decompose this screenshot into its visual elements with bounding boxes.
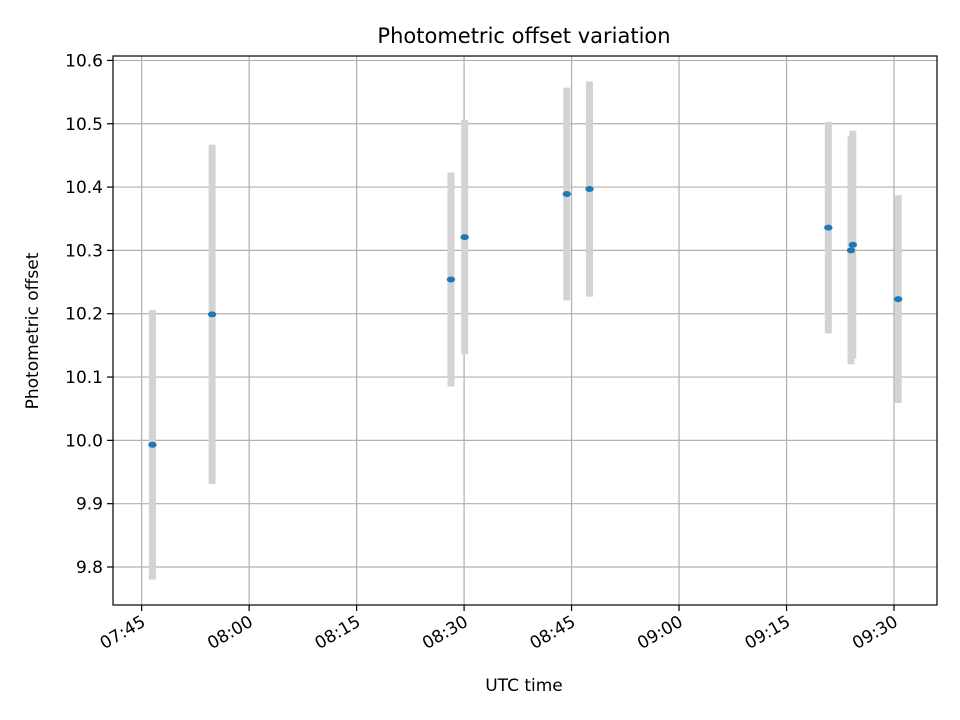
y-tick-label: 10.0 <box>65 431 103 451</box>
chart-title: Photometric offset variation <box>377 24 670 48</box>
y-tick-label: 10.4 <box>65 178 103 198</box>
y-tick-label: 10.5 <box>65 115 103 135</box>
grid <box>113 56 937 605</box>
y-tick-label: 10.2 <box>65 305 103 325</box>
y-tick-label: 10.1 <box>65 368 103 388</box>
data-point <box>846 247 856 254</box>
plot-frame <box>112 55 938 606</box>
data-point <box>446 276 456 283</box>
data-point <box>460 234 469 241</box>
y-tick-label: 9.9 <box>76 495 103 515</box>
data-point <box>562 191 571 198</box>
y-axis-label: Photometric offset <box>23 252 43 409</box>
data-point <box>824 224 833 231</box>
y-tick-label: 10.3 <box>65 241 103 261</box>
data-point <box>848 241 858 248</box>
data-point <box>207 311 217 318</box>
y-tick-label: 10.6 <box>65 51 103 71</box>
data-point <box>893 296 903 303</box>
data-point <box>585 185 594 192</box>
markers <box>148 185 903 448</box>
y-tick-label: 9.8 <box>76 558 103 578</box>
data-point <box>148 441 157 448</box>
x-axis-label: UTC time <box>485 676 563 696</box>
